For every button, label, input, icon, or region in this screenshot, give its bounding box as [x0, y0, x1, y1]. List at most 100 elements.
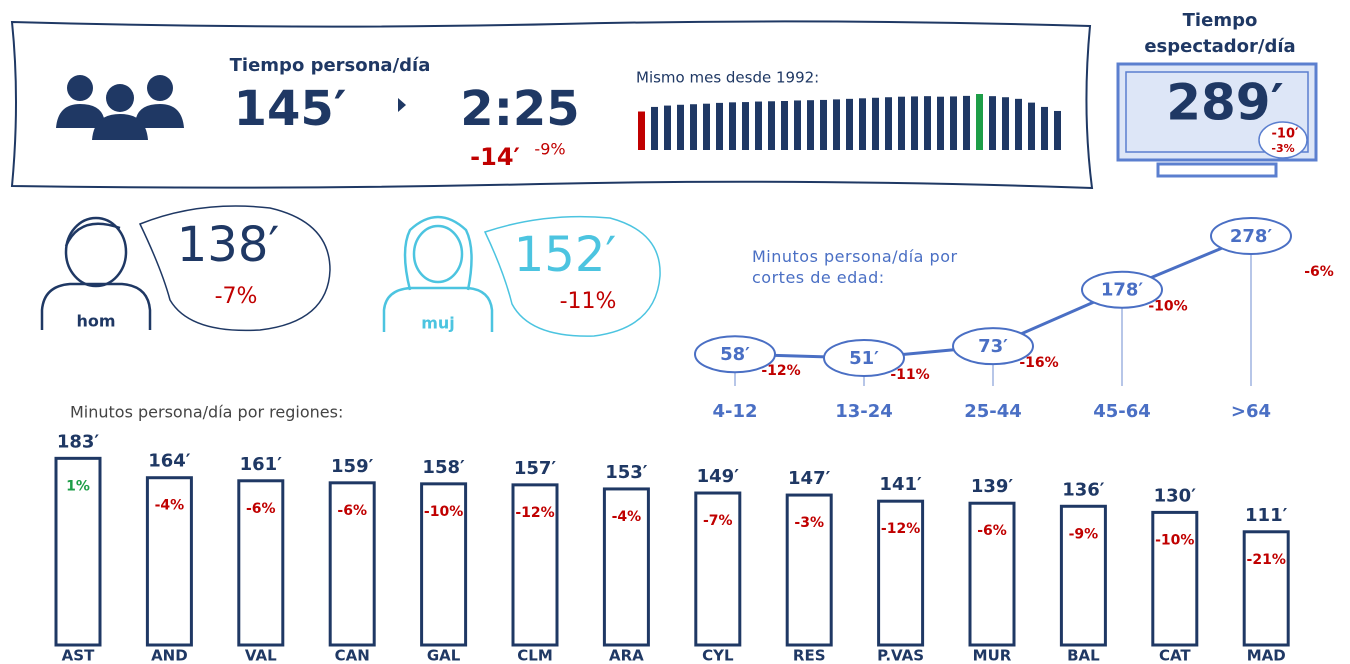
age-value: 178′	[1101, 280, 1144, 301]
history-bar	[781, 101, 788, 150]
age-category: 25-44	[964, 401, 1022, 422]
people-icon	[56, 75, 184, 140]
history-bar	[872, 98, 879, 150]
history-bar	[651, 107, 658, 150]
history-bar	[846, 99, 853, 150]
spectator-title: Tiempo espectador/día	[1120, 8, 1320, 60]
region-value: 136′	[1062, 479, 1105, 500]
region-change: -12%	[881, 521, 920, 537]
age-category: 13-24	[835, 401, 893, 422]
history-bar	[1002, 97, 1009, 150]
region-category: VAL	[245, 647, 277, 664]
region-change: -3%	[794, 515, 824, 531]
age-value: 58′	[720, 344, 750, 365]
age-value: 73′	[978, 336, 1008, 357]
region-value: 147′	[788, 468, 831, 489]
age-value: 51′	[849, 348, 879, 369]
history-bar	[1041, 107, 1048, 150]
region-value: 139′	[971, 476, 1014, 497]
region-change: -7%	[703, 513, 733, 529]
region-category: RES	[793, 647, 826, 664]
region-value: 153′	[605, 462, 648, 483]
header-change-pct: -9%	[534, 140, 565, 159]
history-bar	[911, 96, 918, 150]
arrow	[398, 98, 406, 112]
age-category: 4-12	[712, 401, 757, 422]
history-bar	[807, 100, 814, 150]
region-change: -12%	[515, 505, 554, 521]
history-bar	[924, 96, 931, 150]
history-bar	[1028, 103, 1035, 150]
history-bar	[820, 100, 827, 150]
age-category: 45-64	[1093, 401, 1151, 422]
history-bar	[794, 100, 801, 150]
region-category: CYL	[702, 647, 734, 664]
history-bar	[833, 99, 840, 150]
region-change: -6%	[337, 503, 367, 519]
history-bar	[963, 96, 970, 150]
history-bar	[729, 102, 736, 150]
gender-value: 138′	[177, 217, 280, 273]
region-category: P.VAS	[877, 647, 924, 664]
header-change: -14′	[470, 143, 520, 171]
history-label: Mismo mes desde 1992:	[636, 69, 819, 87]
history-bar	[898, 97, 905, 150]
region-value: 111′	[1245, 505, 1288, 526]
spectator-value: 289′	[1166, 74, 1284, 132]
region-value: 158′	[422, 457, 465, 478]
age-change: -10%	[1148, 299, 1187, 315]
region-category: CAN	[335, 647, 370, 664]
region-value: 164′	[148, 451, 191, 472]
region-value: 149′	[697, 466, 740, 487]
history-bar	[885, 97, 892, 150]
age-category: >64	[1231, 401, 1271, 422]
header-value-alt: 2:25	[460, 81, 579, 137]
history-bar	[768, 101, 775, 150]
spectator-change-pct: -3%	[1271, 142, 1294, 155]
region-category: GAL	[427, 647, 461, 664]
regions-title: Minutos persona/día por regiones:	[70, 403, 343, 422]
region-category: ARA	[609, 647, 644, 664]
age-change: -16%	[1019, 355, 1058, 371]
age-change: -6%	[1304, 264, 1334, 280]
region-value: 157′	[514, 458, 557, 479]
region-category: MUR	[973, 647, 1012, 664]
history-bar	[989, 96, 996, 150]
gender-label: muj	[421, 314, 455, 333]
canvas: Tiempo persona/día 145′ 2:25 -14′ -9% Mi…	[0, 0, 1350, 664]
region-category: BAL	[1067, 647, 1100, 664]
region-change: -9%	[1069, 526, 1099, 542]
header-title: Tiempo persona/día	[230, 55, 431, 76]
region-category: AND	[151, 647, 188, 664]
history-bar	[755, 102, 762, 150]
history-bar	[690, 104, 697, 150]
region-change: -6%	[246, 501, 276, 517]
spectator-change: -10′	[1272, 127, 1299, 142]
history-bar	[703, 104, 710, 150]
age-title: Minutos persona/día por cortes de edad:	[752, 246, 982, 288]
history-bar	[859, 98, 866, 150]
gender-label: hom	[76, 312, 115, 331]
history-bar	[638, 112, 645, 151]
history-bar	[976, 94, 983, 150]
gender-change: -7%	[215, 284, 258, 309]
region-category: MAD	[1247, 647, 1286, 664]
header-value: 145′	[234, 81, 347, 137]
region-value: 159′	[331, 456, 374, 477]
infographic: Tiempo persona/día 145′ 2:25 -14′ -9% Mi…	[0, 0, 1350, 664]
history-bar	[1015, 99, 1022, 150]
region-change: -4%	[612, 509, 642, 525]
region-change: -6%	[977, 523, 1007, 539]
region-category: CAT	[1159, 647, 1191, 664]
region-category: CLM	[517, 647, 553, 664]
tv-stand	[1158, 164, 1276, 176]
region-change: -10%	[424, 504, 463, 520]
region-change: -10%	[1155, 532, 1194, 548]
history-bar	[716, 103, 723, 150]
region-value: 161′	[240, 454, 283, 475]
history-bar	[742, 102, 749, 150]
region-value: 130′	[1154, 485, 1197, 506]
history-bar	[937, 97, 944, 150]
region-change: -21%	[1247, 552, 1286, 568]
region-category: AST	[62, 647, 95, 664]
